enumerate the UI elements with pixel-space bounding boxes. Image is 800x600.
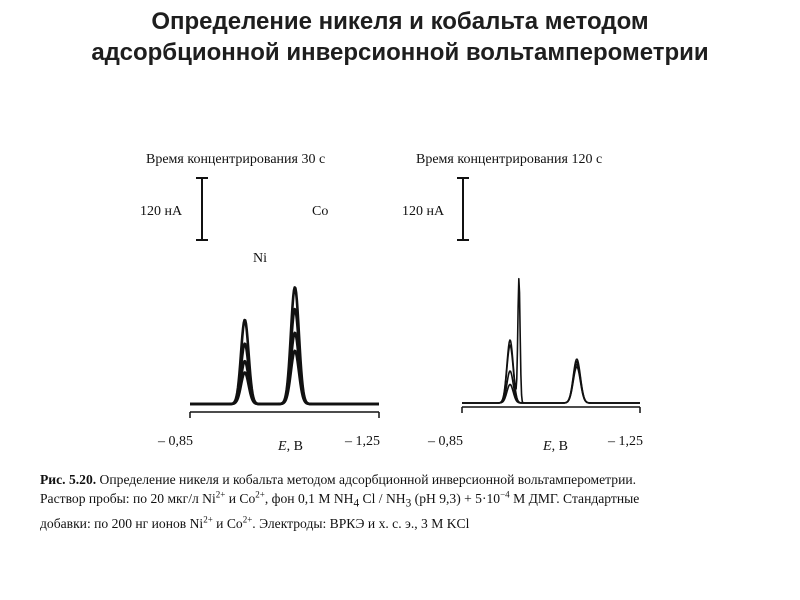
panel-30s: Время концентрирования 30 с 120 нА Ni Co…	[140, 152, 380, 454]
panel-120s-x-var: E	[542, 439, 552, 454]
caption-text: (pH 9,3) + 5·10	[411, 491, 501, 506]
panel-120s-curves	[461, 277, 641, 404]
panel-30s-x-var: E	[277, 439, 287, 454]
voltammogram-curve-3	[461, 344, 641, 404]
voltammogram-curve-2	[461, 363, 641, 404]
caption-line-2: Раствор пробы: по 20 мкг/л Ni2+ и Co2+, …	[40, 489, 780, 514]
caption-superscript: 2+	[203, 514, 213, 525]
panel-120s-title: Время концентрирования 120 с	[416, 152, 602, 167]
voltammogram-curve-4	[461, 277, 641, 404]
caption-superscript: 2+	[242, 514, 253, 525]
voltammogram-curve-2	[189, 331, 380, 406]
caption-text: Раствор пробы: по 20 мкг/л Ni	[40, 491, 216, 506]
caption-text: . Электроды: ВРКЭ и х. с. э., 3 М KCl	[252, 515, 470, 531]
caption-fig-label: Рис. 5.20.	[40, 472, 97, 487]
panel-120s-x-tick-label-right: – 1,25	[607, 434, 643, 449]
panel-30s-x-unit: , В	[287, 439, 303, 454]
caption-text: , фон 0,1 М NH	[264, 491, 354, 506]
figure-caption: Рис. 5.20. Определение никеля и кобальта…	[40, 470, 780, 533]
panel-30s-peak-label-co: Co	[312, 204, 328, 219]
caption-superscript: 2+	[255, 489, 265, 500]
panel-120s-x-unit: , В	[552, 439, 568, 454]
panel-30s-peak-label-ni: Ni	[253, 251, 267, 266]
caption-text: и Co	[212, 515, 243, 531]
caption-line-3: добавки: по 200 нг ионов Ni2+ и Co2+. Эл…	[40, 514, 780, 533]
slide-title: Определение никеля и кобальта методом ад…	[0, 6, 800, 68]
panel-120s-scale-label: 120 нА	[402, 204, 445, 219]
panel-30s-x-tick-label-right: – 1,25	[344, 434, 380, 449]
voltammogram-curve-4	[189, 286, 380, 406]
slide-title-line-2: адсорбционной инверсионной вольтампероме…	[91, 39, 709, 66]
voltammogram-curve-3	[189, 307, 380, 406]
caption-line-1: Рис. 5.20. Определение никеля и кобальта…	[40, 470, 780, 489]
panel-30s-x-axis-label: E, В	[277, 439, 303, 454]
voltammogram-curve-1	[461, 366, 641, 404]
caption-text: добавки: по 200 нг ионов Ni	[40, 515, 204, 531]
voltammogram-figure: Время концентрирования 30 с 120 нА Ni Co…	[140, 152, 643, 454]
caption-text: и Co	[225, 491, 256, 506]
panel-120s: Время концентрирования 120 с 120 нА – 0,…	[402, 152, 643, 454]
caption-superscript: −4	[500, 489, 510, 500]
panel-30s-curves	[189, 286, 380, 406]
panel-120s-x-axis-label: E, В	[542, 439, 568, 454]
panel-30s-title: Время концентрирования 30 с	[146, 152, 325, 167]
caption-text: М ДМГ. Стандартные	[509, 491, 640, 506]
panel-30s-scale-label: 120 нА	[140, 204, 183, 219]
panel-30s-x-tick-label-left: – 0,85	[157, 434, 193, 449]
caption-line-1-text: Определение никеля и кобальта методом ад…	[96, 472, 637, 487]
caption-text: Cl / NH	[359, 491, 406, 506]
slide-title-line-1: Определение никеля и кобальта методом	[151, 8, 649, 35]
caption-subscript: 3	[405, 497, 412, 510]
panel-120s-x-tick-label-left: – 0,85	[427, 434, 463, 449]
caption-subscript: 4	[353, 497, 360, 510]
caption-superscript: 2+	[215, 489, 226, 500]
